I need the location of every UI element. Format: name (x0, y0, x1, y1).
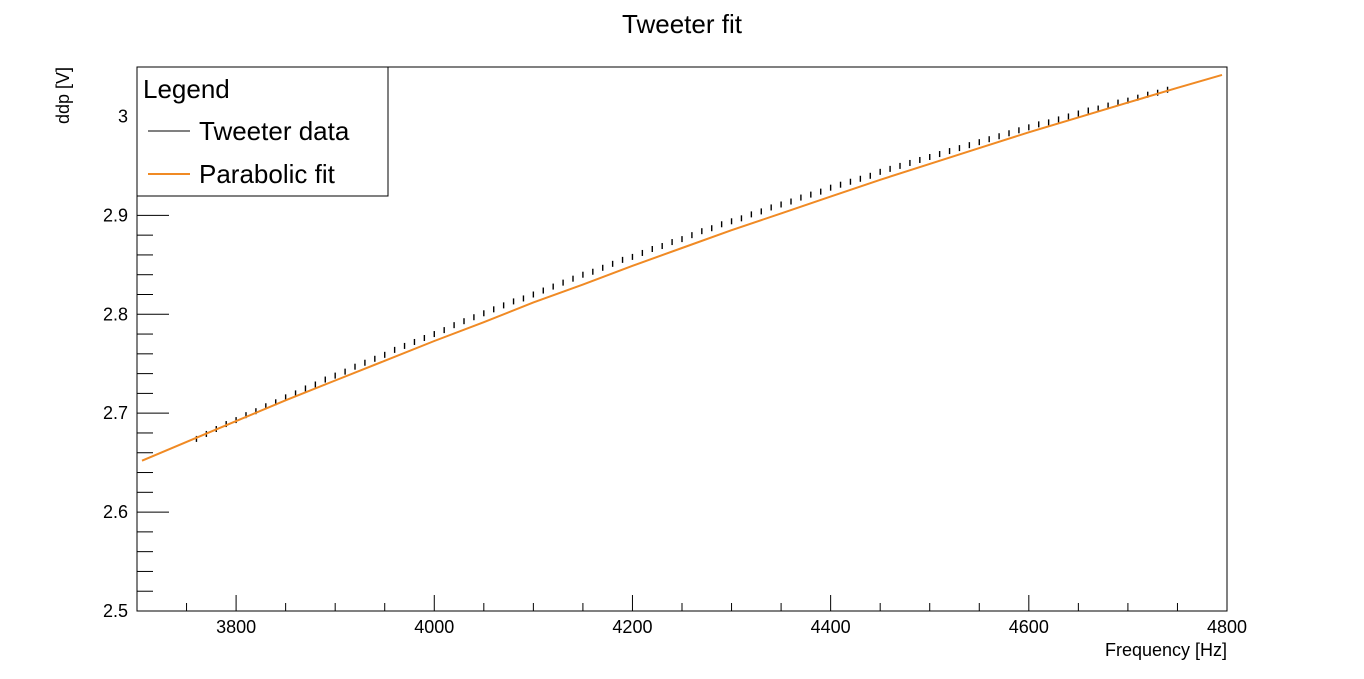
y-tick-label: 2.9 (103, 205, 128, 225)
y-tick-label: 3 (118, 106, 128, 126)
fit-curve (141, 73, 1223, 462)
chart-title: Tweeter fit (622, 9, 743, 39)
legend-title: Legend (143, 74, 230, 104)
series-group (141, 73, 1223, 462)
legend-entry-parabolic-fit: Parabolic fit (199, 159, 336, 189)
x-tick-label: 4200 (612, 617, 652, 637)
x-tick-label: 4800 (1207, 617, 1247, 637)
y-tick-label: 2.8 (103, 304, 128, 324)
x-tick-label: 4600 (1009, 617, 1049, 637)
y-tick-label: 2.7 (103, 403, 128, 423)
x-tick-label: 4400 (811, 617, 851, 637)
axis-ticks: 3800 4000 4200 4400 4600 4800 2.5 2.6 2.7 2.8 2.9 3 (103, 76, 1247, 637)
legend-entry-tweeter-data: Tweeter data (199, 116, 350, 146)
legend: Legend Tweeter data Parabolic fit (136, 66, 389, 197)
x-tick-label: 4000 (414, 617, 454, 637)
y-axis-title: ddp [V] (53, 67, 73, 124)
x-tick-label: 3800 (216, 617, 256, 637)
x-axis-title: Frequency [Hz] (1105, 640, 1227, 660)
y-tick-label: 2.6 (103, 502, 128, 522)
y-tick-label: 2.5 (103, 601, 128, 621)
